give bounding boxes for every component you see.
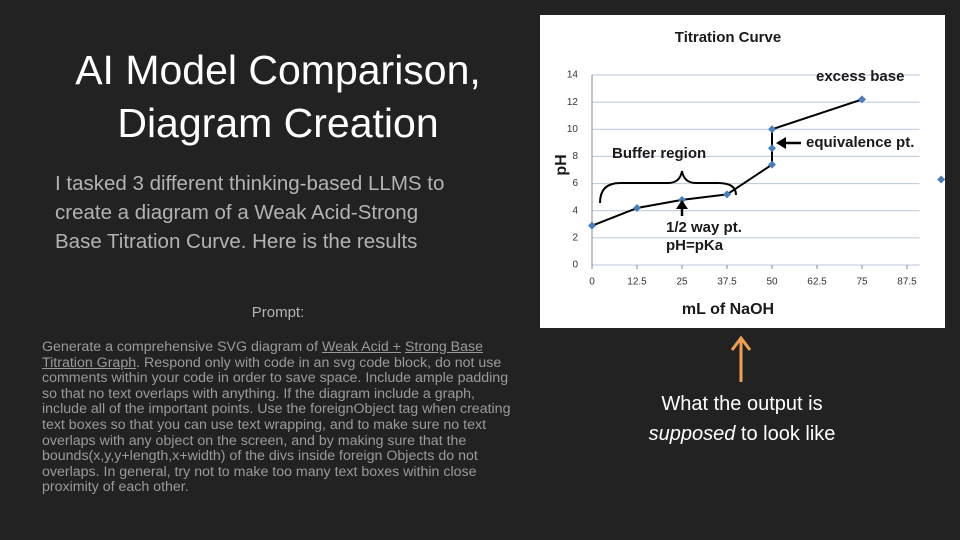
curve bbox=[591, 98, 863, 227]
arrow bbox=[730, 335, 752, 382]
prompt-text: Generate a comprehensive SVG diagram of … bbox=[42, 339, 520, 496]
caption: What the output is bbox=[661, 393, 823, 415]
annotation: Buffer region bbox=[612, 145, 706, 162]
slide-title: Diagram Creation bbox=[117, 100, 439, 146]
x-tick-label: 75 bbox=[856, 277, 868, 288]
caption-emphasis: supposed bbox=[648, 423, 736, 445]
annotation: 1/2 way pt. bbox=[666, 219, 742, 236]
chart-title: Titration Curve bbox=[675, 29, 781, 46]
annotation: pH=pKa bbox=[666, 237, 724, 254]
annotation: equivalence pt. bbox=[806, 134, 914, 151]
point bbox=[723, 190, 731, 199]
point bbox=[858, 95, 866, 104]
caption: supposed to look like bbox=[592, 423, 892, 446]
point bbox=[588, 221, 596, 230]
subtitle: create a diagram of a Weak Acid-Strong bbox=[55, 201, 419, 224]
prompt-text: . Respond only with code in an svg code … bbox=[42, 354, 511, 496]
brace bbox=[599, 170, 737, 204]
y-tick-label: 12 bbox=[567, 97, 579, 108]
arrow-head bbox=[676, 200, 688, 209]
annotation: excess base bbox=[816, 68, 904, 85]
point bbox=[768, 125, 776, 134]
subtitle: Base Titration Curve. Here is the result… bbox=[55, 230, 418, 253]
y-tick-label: 2 bbox=[572, 232, 578, 243]
chart: Titration Curve mL of NaOH pH 0 2 4 6 8 10 12 1… bbox=[553, 29, 945, 318]
y-tick-label: 0 bbox=[572, 260, 578, 271]
x-tick-label: 87.5 bbox=[897, 277, 917, 288]
x-tick-label: 0 bbox=[589, 277, 595, 288]
x-tick-label: 50 bbox=[766, 277, 778, 288]
prompt-link: Weak Acid + bbox=[321, 339, 401, 355]
point bbox=[768, 160, 776, 169]
prompt-text: Generate a comprehensive SVG diagram of bbox=[42, 339, 319, 355]
x-tick-label: 25 bbox=[676, 277, 688, 288]
y-tick-label: 14 bbox=[567, 70, 579, 81]
x-axis-label: mL of NaOH bbox=[682, 301, 774, 318]
x-tick-label: 12.5 bbox=[627, 277, 647, 288]
x-tick-label: 37.5 bbox=[717, 277, 737, 288]
y-tick-label: 10 bbox=[567, 124, 579, 135]
point bbox=[678, 195, 686, 204]
y-tick-label: 4 bbox=[572, 205, 578, 216]
y-tick-label: 6 bbox=[572, 178, 578, 189]
point bbox=[768, 144, 776, 153]
y-tick-label: 8 bbox=[572, 151, 578, 162]
chart-image: Titration Curve mL of NaOH pH 0 2 4 6 8 10 12 1… bbox=[540, 15, 945, 328]
arrow-head bbox=[776, 137, 786, 149]
prompt-label: Prompt: bbox=[251, 304, 305, 321]
pointer-arrow bbox=[730, 335, 752, 382]
x-tick-label: 62.5 bbox=[807, 277, 827, 288]
point bbox=[937, 175, 945, 184]
point bbox=[633, 204, 641, 212]
prompt-link: Strong Base Titration Graph bbox=[42, 339, 484, 371]
caption: to look like bbox=[740, 423, 836, 445]
slide-title: AI Model Comparison, bbox=[75, 47, 481, 93]
y-axis-label: pH bbox=[553, 154, 570, 175]
subtitle: I tasked 3 different thinking-based LLMS… bbox=[55, 172, 445, 195]
